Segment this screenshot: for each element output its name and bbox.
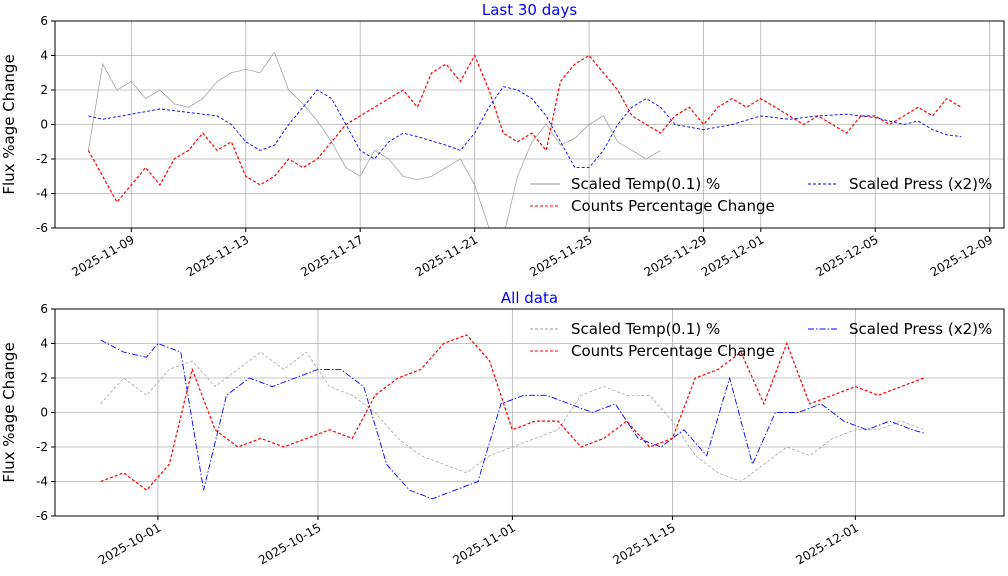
x-tick-label: 2025-11-09	[69, 232, 136, 279]
chart-panel-1: -6 -4 -2 0 2 4 6 2025-11-09 2025-11-13 2025-11-17…	[0, 1, 1005, 279]
x-tick-label: 2025-11-17	[298, 232, 365, 279]
series-line-scaled-temp-0-1	[88, 51, 661, 228]
x-tick-label: 2025-12-05	[813, 232, 880, 279]
x-tick-label: 2025-10-15	[256, 520, 323, 567]
y-tick-label: 0	[40, 406, 48, 420]
x-tick-label: 2025-12-01	[793, 520, 860, 567]
y-tick-label: 2	[40, 371, 48, 385]
y-axis-label: Flux %age Change	[0, 54, 18, 194]
legend: Scaled Temp(0.1) % Counts Percentage Chan…	[530, 175, 992, 215]
chart-panel-2: -6 -4 -2 0 2 4 6 2025-10-01 2025-10-15 2025-11-01…	[0, 289, 1005, 567]
series-line-scaled-press-x2	[100, 339, 925, 500]
legend-entry: Counts Percentage Change	[571, 342, 775, 360]
legend: Scaled Temp(0.1) % Counts Percentage Chan…	[530, 320, 992, 360]
x-tick-label: 2025-10-01	[96, 520, 163, 567]
x-tick-label: 2025-12-09	[928, 232, 995, 279]
x-tick-label: 2025-11-15	[611, 520, 678, 567]
x-tick-label: 2025-11-13	[184, 232, 251, 279]
series-line-scaled-press-x2	[88, 86, 962, 169]
x-tick-label: 2025-11-29	[642, 232, 709, 279]
y-tick-label: -2	[36, 152, 48, 166]
y-tick-label: -4	[36, 187, 48, 201]
y-axis-label: Flux %age Change	[0, 342, 18, 482]
series-line-scaled-temp-0-1	[100, 351, 925, 482]
legend-entry: Scaled Temp(0.1) %	[571, 175, 720, 193]
y-tick-label: -4	[36, 475, 48, 489]
y-tick-label: 6	[40, 14, 48, 28]
y-tick-label: 4	[40, 49, 48, 63]
legend-entry: Scaled Press (x2)%	[849, 320, 992, 338]
chart-title: Last 30 days	[482, 1, 577, 19]
y-tick-label: -6	[36, 509, 48, 523]
chart-title: All data	[501, 289, 558, 307]
y-tick-label: 6	[40, 302, 48, 316]
y-tick-label: 2	[40, 83, 48, 97]
x-tick-label: 2025-11-25	[527, 232, 594, 279]
x-tick-label: 2025-12-01	[699, 232, 766, 279]
legend-entry: Scaled Temp(0.1) %	[571, 320, 720, 338]
series-line-counts-percentage-change	[100, 334, 925, 491]
y-tick-label: 4	[40, 337, 48, 351]
y-tick-label: 0	[40, 118, 48, 132]
x-tick-label: 2025-11-21	[413, 232, 480, 279]
legend-entry: Scaled Press (x2)%	[849, 175, 992, 193]
x-tick-label: 2025-11-01	[450, 520, 517, 567]
y-tick-label: -6	[36, 221, 48, 235]
y-tick-label: -2	[36, 440, 48, 454]
legend-entry: Counts Percentage Change	[571, 197, 775, 215]
series-line-counts-percentage-change	[87, 54, 962, 204]
